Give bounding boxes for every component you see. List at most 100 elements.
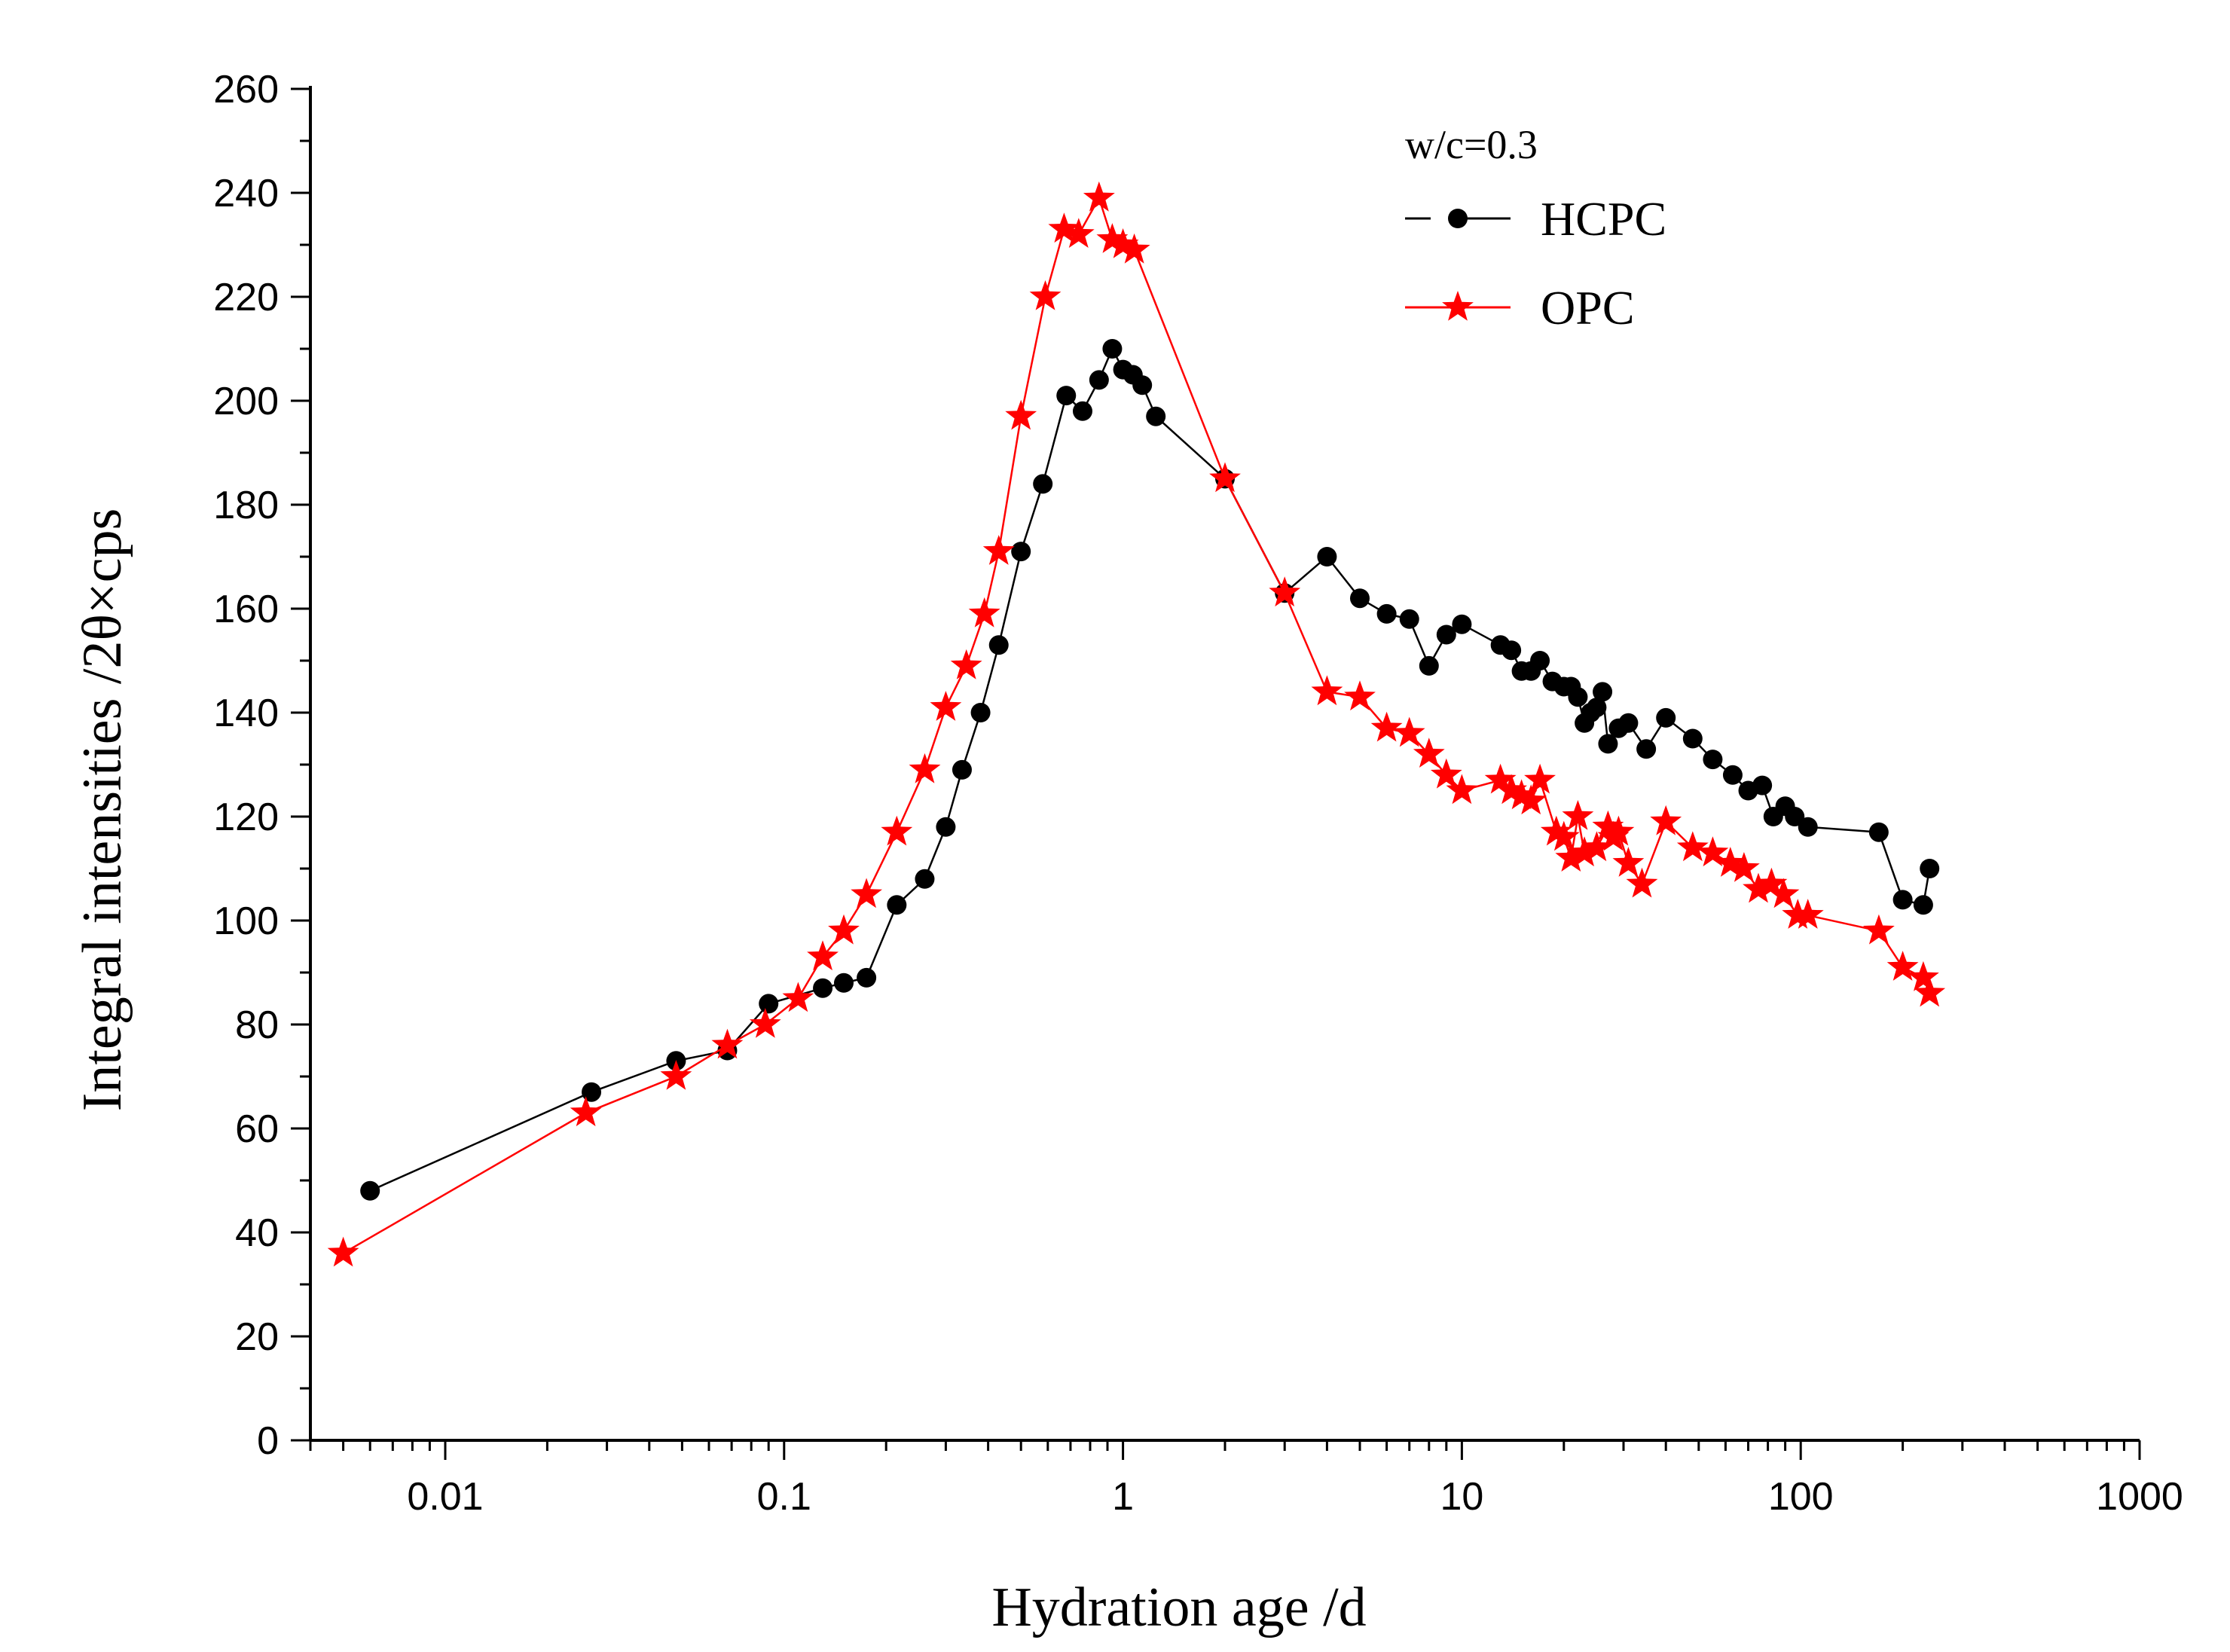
- data-point-hcpc: [1072, 401, 1092, 421]
- data-point-opc: [1714, 847, 1746, 877]
- data-point-opc: [807, 940, 839, 971]
- y-tick-label: 60: [235, 1107, 279, 1151]
- y-tick-label: 20: [235, 1315, 279, 1359]
- data-point-opc: [1755, 867, 1788, 898]
- data-point-hcpc: [1785, 807, 1805, 826]
- data-point-hcpc: [1682, 728, 1703, 749]
- data-point-opc: [1743, 872, 1774, 903]
- data-point-opc: [1505, 779, 1538, 810]
- data-point-hcpc: [1419, 655, 1439, 676]
- series-line-opc: [342, 195, 1931, 1254]
- y-tick-label: 260: [213, 68, 279, 111]
- data-point-hcpc: [1798, 817, 1818, 837]
- data-point-hcpc: [1892, 890, 1913, 910]
- data-point-opc: [1914, 976, 1946, 1007]
- data-point-hcpc: [970, 703, 991, 722]
- legend-label-opc: OPC: [1541, 281, 1635, 334]
- data-point-hcpc: [1587, 698, 1607, 718]
- y-axis-title: Integral intensities /2θ×cps: [72, 508, 133, 1112]
- data-point-opc: [1005, 399, 1037, 430]
- legend-entry-hcpc: HCPC: [1405, 192, 1666, 246]
- legend-title: w/c=0.3: [1405, 122, 1538, 167]
- data-point-opc: [909, 753, 941, 783]
- data-point-opc: [711, 1028, 744, 1059]
- data-point-hcpc: [1399, 609, 1419, 629]
- data-point-opc: [1676, 831, 1709, 862]
- data-point-opc: [1393, 716, 1425, 747]
- x-axis: 0.01 0.1 1 10 100 1000: [309, 1440, 2183, 1519]
- data-point-hcpc: [915, 869, 935, 889]
- data-point-hcpc: [1349, 588, 1370, 609]
- data-point-hcpc: [1317, 547, 1337, 566]
- series-hcpc: [360, 339, 1940, 1201]
- y-tick-label: 200: [213, 380, 279, 423]
- data-point-opc: [930, 691, 962, 721]
- data-point-opc: [1524, 763, 1556, 794]
- y-tick-label: 220: [213, 276, 279, 319]
- data-point-hcpc: [1146, 406, 1166, 426]
- data-point-hcpc: [1920, 859, 1940, 878]
- data-point-opc: [1547, 820, 1580, 851]
- data-point-hcpc: [1501, 640, 1522, 661]
- y-tick-label: 120: [213, 795, 279, 839]
- data-point-hcpc: [1452, 614, 1472, 634]
- data-point-hcpc: [1033, 474, 1053, 494]
- data-point-opc: [1209, 462, 1241, 493]
- data-point-opc: [950, 649, 982, 679]
- data-point-hcpc: [360, 1180, 380, 1201]
- data-point-opc: [1612, 847, 1645, 877]
- data-point-hcpc: [1132, 375, 1153, 395]
- plot-frame: [309, 86, 2140, 1442]
- data-point-hcpc: [1530, 651, 1550, 670]
- data-point-opc: [1592, 810, 1624, 841]
- data-point-opc: [1792, 899, 1824, 929]
- data-point-hcpc: [1868, 822, 1889, 842]
- data-point-opc: [982, 535, 1015, 565]
- x-tick-label: 10: [1440, 1475, 1483, 1519]
- y-tick-label: 40: [235, 1211, 279, 1255]
- y-axis: 0 20 40 60 80 100 120 140 160 180 200 220 240 260: [213, 68, 310, 1463]
- data-point-hcpc: [1618, 713, 1639, 733]
- data-point-opc: [1767, 878, 1800, 908]
- data-point-opc: [1562, 800, 1594, 830]
- legend: w/c=0.3 HCPC OPC: [1405, 122, 1666, 334]
- x-tick-label: 0.01: [407, 1475, 483, 1519]
- x-tick-label: 100: [1768, 1475, 1834, 1519]
- y-tick-label: 240: [213, 172, 279, 215]
- data-point-opc: [1096, 223, 1129, 253]
- data-point-opc: [1886, 951, 1919, 981]
- data-point-hcpc: [834, 973, 854, 993]
- data-point-opc: [1370, 711, 1403, 742]
- data-point-opc: [1727, 852, 1760, 882]
- data-point-opc: [1107, 228, 1139, 258]
- y-tick-label: 0: [257, 1419, 279, 1463]
- data-point-opc: [570, 1096, 602, 1127]
- data-point-hcpc: [1568, 687, 1588, 707]
- data-point-hcpc: [988, 635, 1009, 655]
- data-point-hcpc: [1656, 707, 1676, 728]
- x-tick-label: 1000: [2096, 1475, 2183, 1519]
- data-point-opc: [1344, 680, 1376, 711]
- data-point-hcpc: [1593, 682, 1613, 702]
- data-point-opc: [327, 1236, 359, 1267]
- y-tick-label: 160: [213, 588, 279, 631]
- x-tick-label: 1: [1112, 1475, 1134, 1519]
- y-tick-label: 100: [213, 899, 279, 943]
- legend-label-hcpc: HCPC: [1541, 192, 1666, 246]
- data-point-opc: [828, 914, 860, 945]
- data-point-opc: [881, 815, 913, 846]
- data-point-opc: [1862, 914, 1895, 945]
- legend-marker-hcpc: [1448, 209, 1468, 228]
- data-point-opc: [968, 597, 1000, 628]
- data-point-hcpc: [1913, 895, 1933, 915]
- data-point-hcpc: [813, 978, 833, 998]
- data-point-opc: [1626, 867, 1658, 898]
- data-point-opc: [1569, 836, 1600, 867]
- data-point-opc: [1083, 181, 1115, 212]
- data-point-hcpc: [1102, 339, 1123, 359]
- data-point-opc: [1555, 841, 1587, 872]
- data-point-hcpc: [936, 817, 956, 837]
- data-point-opc: [1602, 815, 1635, 846]
- data-point-hcpc: [1703, 750, 1723, 770]
